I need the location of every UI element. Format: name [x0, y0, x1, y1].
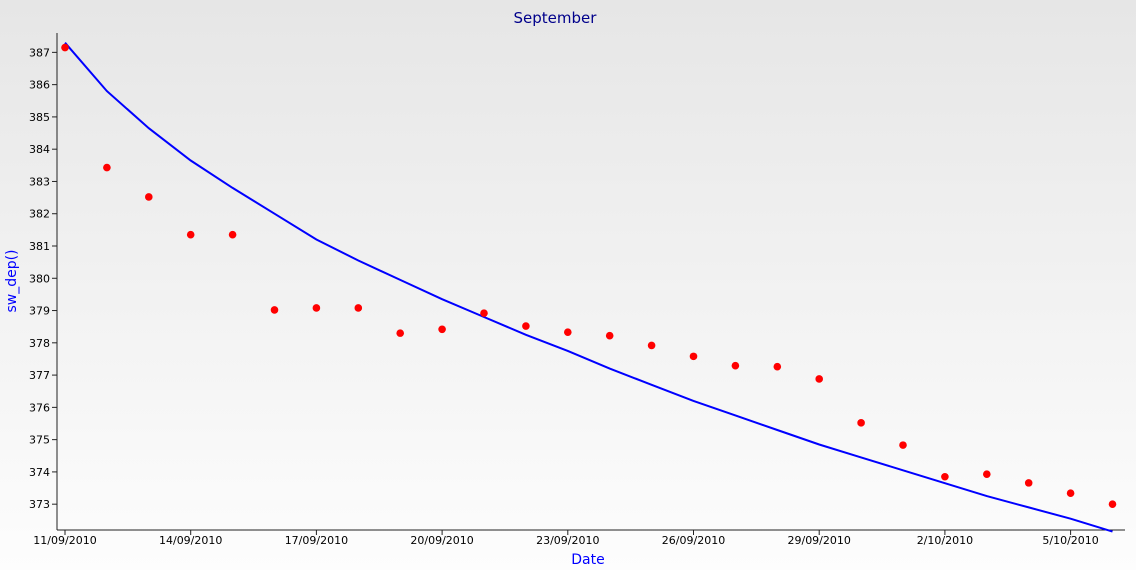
- data-point: [103, 163, 111, 172]
- y-axis-ticks: 373 374 375 376 377 378 379 380 381 382 383 384 385 3…: [29, 46, 57, 511]
- y-tick-label: 384: [29, 143, 50, 156]
- y-tick-label: 386: [29, 79, 50, 92]
- y-tick-label: 374: [29, 466, 50, 479]
- chart-title: September: [514, 9, 598, 27]
- x-tick-label: 17/09/2010: [285, 534, 348, 547]
- y-tick-label: 375: [29, 434, 50, 447]
- y-tick-label: 376: [29, 401, 50, 414]
- data-point: [605, 331, 614, 340]
- data-point: [899, 441, 907, 449]
- y-tick-label: 385: [29, 111, 50, 124]
- data-point: [689, 352, 698, 361]
- y-tick-label: 373: [29, 498, 50, 511]
- x-tick-label: 29/09/2010: [787, 534, 850, 547]
- y-tick-label: 381: [29, 240, 50, 253]
- data-point: [228, 230, 237, 239]
- data-point: [941, 472, 949, 481]
- y-tick-label: 383: [29, 175, 50, 188]
- x-tick-label: 11/09/2010: [33, 534, 96, 547]
- data-point: [312, 304, 321, 312]
- data-point: [1066, 489, 1075, 498]
- data-point: [815, 375, 823, 383]
- data-point: [773, 362, 782, 371]
- y-tick-label: 379: [29, 305, 50, 318]
- series-line: [64, 42, 1113, 533]
- data-point: [270, 306, 279, 314]
- data-point: [396, 329, 405, 337]
- x-tick-label: 2/10/2010: [917, 534, 973, 547]
- data-point: [564, 328, 572, 336]
- data-point: [61, 43, 69, 52]
- data-point: [647, 341, 656, 350]
- y-tick-label: 380: [29, 272, 50, 285]
- data-point: [522, 322, 530, 330]
- data-point: [354, 304, 363, 312]
- data-point: [480, 309, 488, 317]
- data-point: [1024, 479, 1033, 487]
- x-axis-ticks: 11/09/2010 14/09/2010 17/09/2010 20/09/2010…: [33, 530, 1099, 547]
- y-tick-label: 382: [29, 208, 50, 221]
- x-tick-label: 5/10/2010: [1042, 534, 1098, 547]
- y-axis-title: sw_dep(): [4, 249, 20, 312]
- data-point: [145, 193, 153, 201]
- x-tick-label: 20/09/2010: [410, 534, 473, 547]
- y-tick-label: 377: [29, 369, 50, 382]
- x-tick-label: 23/09/2010: [536, 534, 599, 547]
- y-tick-label: 387: [29, 46, 50, 59]
- data-point: [438, 325, 446, 334]
- data-point: [983, 470, 991, 478]
- data-point: [731, 361, 740, 370]
- x-tick-label: 14/09/2010: [159, 534, 222, 547]
- data-point: [186, 230, 195, 239]
- series-layer: [61, 42, 1117, 533]
- data-point: [857, 419, 865, 427]
- x-axis-title: Date: [571, 552, 604, 568]
- y-tick-label: 378: [29, 337, 50, 350]
- data-point: [1108, 500, 1117, 508]
- x-tick-label: 26/09/2010: [662, 534, 725, 547]
